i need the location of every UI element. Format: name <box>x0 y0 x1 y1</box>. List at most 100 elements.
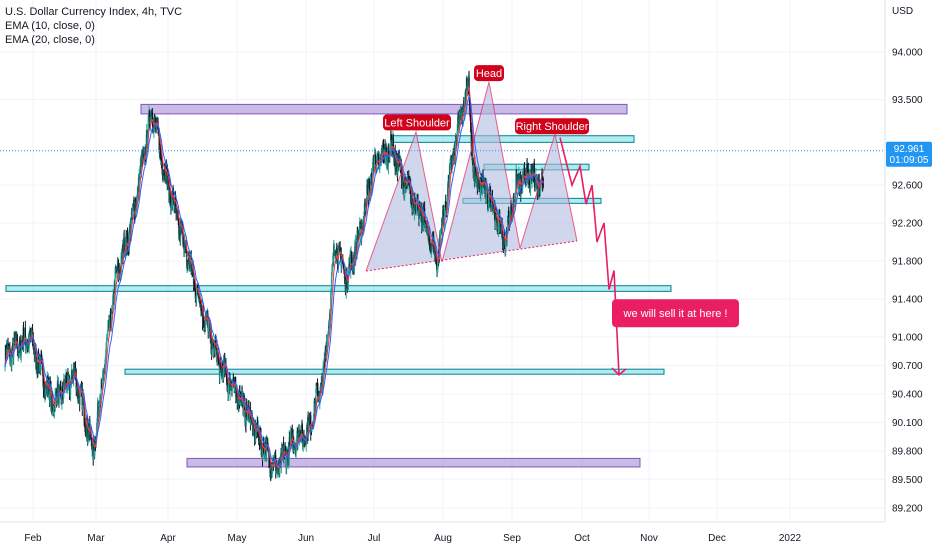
candle-body <box>91 439 93 450</box>
candle-body <box>469 110 471 116</box>
candle-body <box>227 384 230 395</box>
annotation-box <box>612 299 739 328</box>
candle-body <box>15 333 17 346</box>
candle-body <box>118 269 120 275</box>
candle-body <box>60 388 62 393</box>
candle-body <box>188 257 190 262</box>
candle-body <box>252 421 254 436</box>
candle-body <box>83 400 85 422</box>
candle-body <box>194 288 196 299</box>
y-tick-label: 89.500 <box>892 475 923 486</box>
candle-body <box>462 103 465 110</box>
y-tick-label: 92.600 <box>892 181 923 192</box>
candle-body <box>523 168 526 179</box>
chart-legend: U.S. Dollar Currency Index, 4h, TVC EMA … <box>5 5 182 47</box>
y-tick-label: 90.400 <box>892 389 923 400</box>
candle-body <box>10 352 12 359</box>
grid <box>0 0 885 522</box>
candle-body <box>105 342 108 350</box>
candle-body <box>249 410 251 421</box>
x-tick-label: Sep <box>503 533 521 544</box>
candle-body <box>128 228 131 248</box>
y-tick-label: 93.500 <box>892 95 923 106</box>
candle-body <box>386 153 388 166</box>
candle-body <box>94 440 97 446</box>
candle-body <box>388 150 390 156</box>
candle-body <box>133 205 135 216</box>
candle-body <box>371 165 374 184</box>
candle-body <box>342 263 344 265</box>
candle-body <box>295 446 297 456</box>
candle-body <box>374 154 376 156</box>
candle-body <box>317 390 319 402</box>
legend-ema20[interactable]: EMA (20, close, 0) <box>5 34 95 46</box>
ema20-line <box>4 95 544 468</box>
candle-body <box>280 449 282 467</box>
candle-body <box>24 328 26 338</box>
candle-body <box>301 428 304 437</box>
candle-body <box>464 97 466 110</box>
candle-body <box>313 413 315 424</box>
candle-body <box>108 328 111 331</box>
candle-body <box>107 326 109 333</box>
candle-body <box>173 201 175 206</box>
x-tick-label: Jul <box>368 533 381 544</box>
candle-body <box>263 450 265 455</box>
candle-body <box>158 133 160 151</box>
candle-body <box>308 419 310 434</box>
candle-body <box>64 380 66 388</box>
candle-body <box>135 202 137 209</box>
candle-body <box>94 451 96 456</box>
candle-body <box>326 336 328 351</box>
candle-body <box>363 218 365 226</box>
candle-body <box>316 390 318 393</box>
candle-body <box>221 367 223 377</box>
candle-body <box>356 231 358 252</box>
candle-body <box>350 252 353 262</box>
candle-body <box>404 178 406 198</box>
candle-body <box>468 78 470 94</box>
candle-body <box>506 219 509 232</box>
candle-body <box>151 112 154 121</box>
candle-body <box>298 430 300 440</box>
candle-body <box>226 372 228 384</box>
candle-body <box>161 164 163 174</box>
candle-body <box>240 391 242 401</box>
candle-body <box>11 352 13 366</box>
y-tick-label: 94.000 <box>892 48 923 59</box>
candle-body <box>235 390 237 397</box>
candle-body <box>368 182 371 198</box>
zones <box>5 103 672 468</box>
candle-body <box>456 124 458 137</box>
legend-ema10[interactable]: EMA (10, close, 0) <box>5 20 95 32</box>
candle-body <box>490 196 492 206</box>
zone-purple <box>186 457 641 468</box>
candle-body <box>229 389 231 395</box>
candle-body <box>336 248 338 261</box>
candle-body <box>39 362 41 369</box>
candle-body <box>66 382 68 389</box>
candle-body <box>189 258 192 268</box>
annotation-label: Right Shoulder <box>516 121 589 133</box>
candle-body <box>542 185 544 186</box>
candle-body <box>96 423 98 436</box>
candle-body <box>115 268 118 272</box>
annotation-box <box>383 114 451 131</box>
candle-body <box>160 150 162 159</box>
candle-body <box>147 116 149 135</box>
candle-body <box>441 222 443 234</box>
candle-body <box>445 201 447 211</box>
candle-body <box>505 236 507 255</box>
candle-body <box>142 152 144 154</box>
candle-body <box>514 191 517 197</box>
candle-body <box>6 344 8 349</box>
x-tick-label: Nov <box>640 533 658 544</box>
candle-body <box>366 185 368 205</box>
candle-body <box>204 318 207 328</box>
candle-body <box>465 78 468 97</box>
last-price-tag <box>886 141 932 167</box>
candle-body <box>161 173 164 176</box>
candle-body <box>486 189 489 206</box>
candle-body <box>66 373 69 387</box>
